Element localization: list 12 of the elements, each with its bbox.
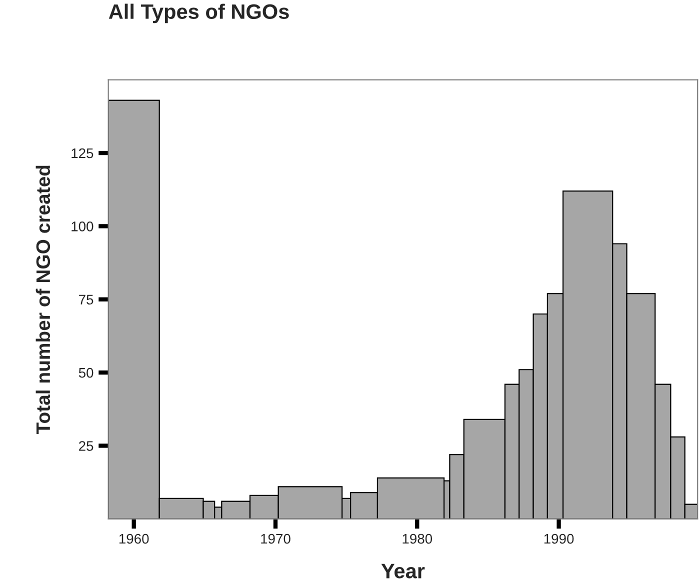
y-tick-label: 75 [79, 294, 94, 305]
y-tick-label: 50 [78, 368, 94, 378]
x-tick-label: 1960 [119, 534, 149, 544]
y-tick-label: 125 [72, 148, 94, 158]
x-tick-label: 1970 [261, 534, 290, 544]
y-tick-label: 100 [72, 222, 94, 232]
y-tick-label: 25 [79, 441, 94, 451]
x-tick-label: 1980 [402, 534, 432, 544]
x-tick-label: 1990 [544, 534, 574, 544]
y-axis-title: Total number of NGO created [36, 166, 50, 434]
chart-title: All Types of NGOs [108, 4, 289, 24]
x-axis-title: Year [381, 564, 425, 578]
